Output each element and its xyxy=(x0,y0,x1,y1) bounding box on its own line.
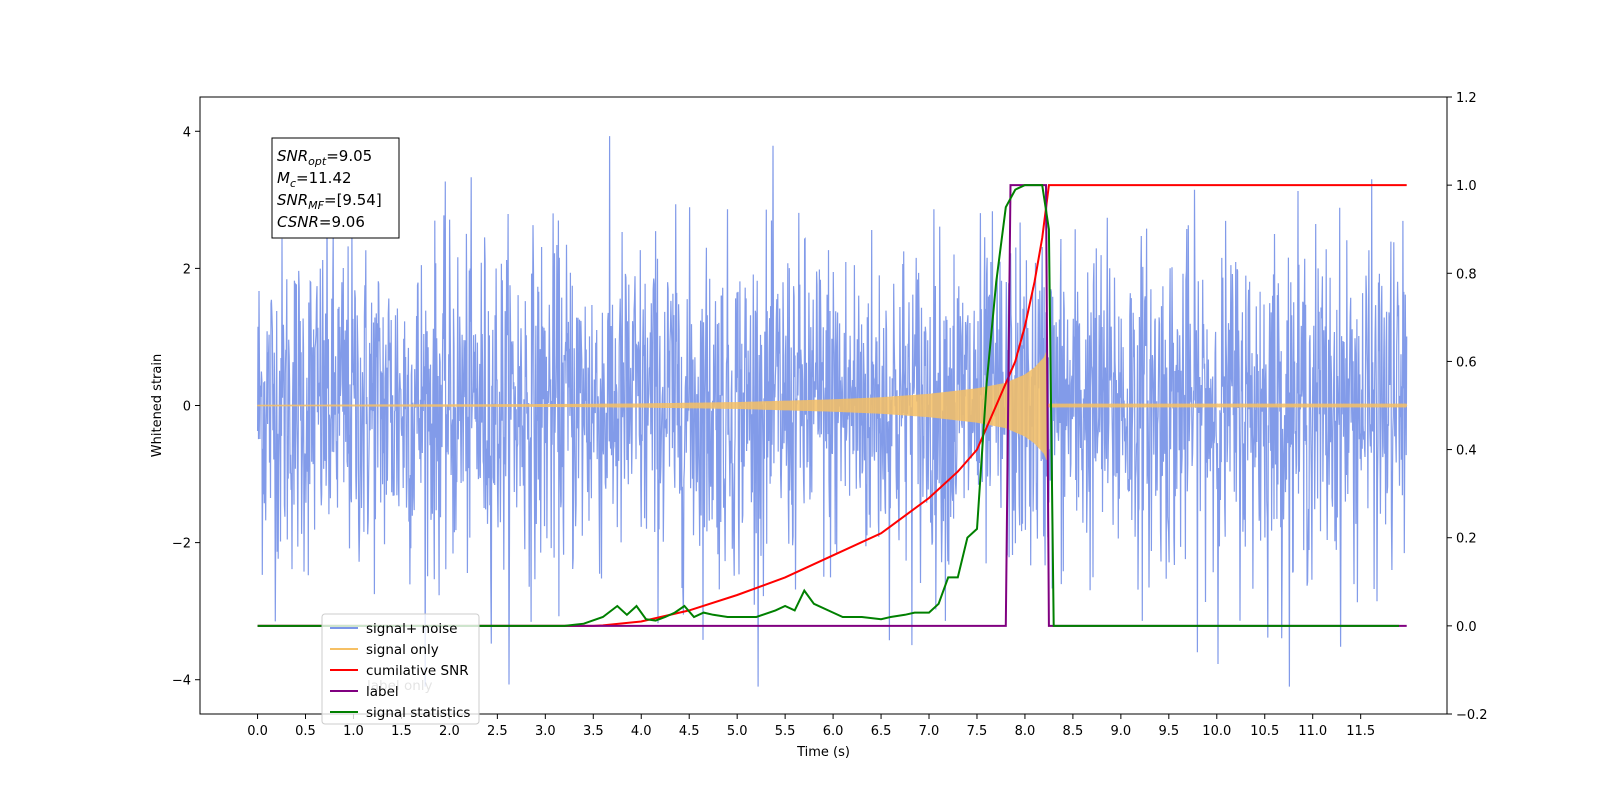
x-tick-label: 7.5 xyxy=(967,724,988,739)
legend-item-label: signal+ noise xyxy=(366,621,457,637)
x-tick-label: 4.0 xyxy=(631,724,652,739)
axes: 0.0 0.5 1.0 1.5 2.0 2.5 3.0 3.5 4.0 4.5 5.0 5.5 6.0 6… xyxy=(150,91,1488,760)
x-tick-label: 10.0 xyxy=(1202,724,1231,739)
info-box-symbol: SNR xyxy=(277,147,308,165)
x-axis-label: Time (s) xyxy=(796,745,850,760)
info-box-line: Mc=11.42 xyxy=(277,169,352,190)
info-box-value: =11.42 xyxy=(296,169,352,187)
legend-item-label: signal only xyxy=(366,642,439,658)
info-box-value: =9.05 xyxy=(326,147,372,165)
y-left-tick-label: 0 xyxy=(183,400,191,415)
x-tick-label: 5.5 xyxy=(775,724,796,739)
info-box-subscript: c xyxy=(290,177,296,190)
y-left-tick-label: 4 xyxy=(183,125,191,140)
legend-item-label: signal statistics xyxy=(366,705,470,721)
legend-item-label: label xyxy=(366,684,399,700)
legend-frame xyxy=(321,613,480,725)
y-axis-label: Whitened strain xyxy=(150,354,165,457)
y-right-tick-label: 0.8 xyxy=(1456,267,1477,282)
x-tick-label: 4.5 xyxy=(679,724,700,739)
y-right-tick-label: 1.0 xyxy=(1456,179,1477,194)
info-box-value: =9.06 xyxy=(319,213,365,231)
x-tick-label: 11.5 xyxy=(1346,724,1375,739)
y-right-tick-label: 0.0 xyxy=(1456,620,1477,635)
x-tick-label: 2.0 xyxy=(439,724,460,739)
y-right-tick-label: 1.2 xyxy=(1456,91,1477,106)
x-tick-label: 1.5 xyxy=(391,724,412,739)
x-tick-label: 9.5 xyxy=(1158,724,1179,739)
x-tick-label: 0.5 xyxy=(295,724,316,739)
x-tick-label: 8.0 xyxy=(1015,724,1036,739)
x-tick-label: 8.5 xyxy=(1063,724,1084,739)
y-right-tick-label: 0.4 xyxy=(1456,444,1477,459)
y-right-tick-label: −0.2 xyxy=(1456,708,1488,723)
series-line-signal-statistics xyxy=(257,184,1399,627)
x-tick-label: 0.0 xyxy=(247,724,268,739)
x-tick-label: 10.5 xyxy=(1250,724,1279,739)
x-tick-label: 7.0 xyxy=(919,724,940,739)
y-left-tick-label: −2 xyxy=(172,537,191,552)
x-tick-label: 1.0 xyxy=(343,724,364,739)
info-box-subscript: opt xyxy=(308,155,327,168)
info-box-value: =[9.54] xyxy=(324,191,382,209)
x-tick-label: 6.5 xyxy=(871,724,892,739)
y-right-tick-label: 0.2 xyxy=(1456,532,1477,547)
y-left-tick-label: −4 xyxy=(172,674,191,689)
info-box-line: SNRopt=9.05 xyxy=(277,147,372,168)
x-tick-label: 6.0 xyxy=(823,724,844,739)
info-box-symbol: SNR xyxy=(277,191,308,209)
legend-item-label: cumilative SNR xyxy=(366,663,469,679)
y-left-tick-label: 2 xyxy=(183,262,191,277)
x-tick-label: 11.0 xyxy=(1298,724,1327,739)
series-line-signal-noise xyxy=(257,136,1408,687)
info-box-subscript: MF xyxy=(308,199,324,212)
x-tick-label: 2.5 xyxy=(487,724,508,739)
series-line-signal-only xyxy=(256,351,1408,461)
x-tick-label: 3.5 xyxy=(583,724,604,739)
x-tick-label: 9.0 xyxy=(1111,724,1132,739)
info-box-frame xyxy=(271,137,400,239)
info-box-line: CSNR=9.06 xyxy=(277,213,365,231)
info-box-symbol: CSNR xyxy=(277,213,319,231)
info-box-line: SNRMF=[9.54] xyxy=(277,191,382,212)
x-tick-label: 3.0 xyxy=(535,724,556,739)
info-box-symbol: M xyxy=(277,169,290,187)
plot-area xyxy=(256,136,1408,687)
x-tick-label: 5.0 xyxy=(727,724,748,739)
y-right-tick-label: 0.6 xyxy=(1456,355,1477,370)
